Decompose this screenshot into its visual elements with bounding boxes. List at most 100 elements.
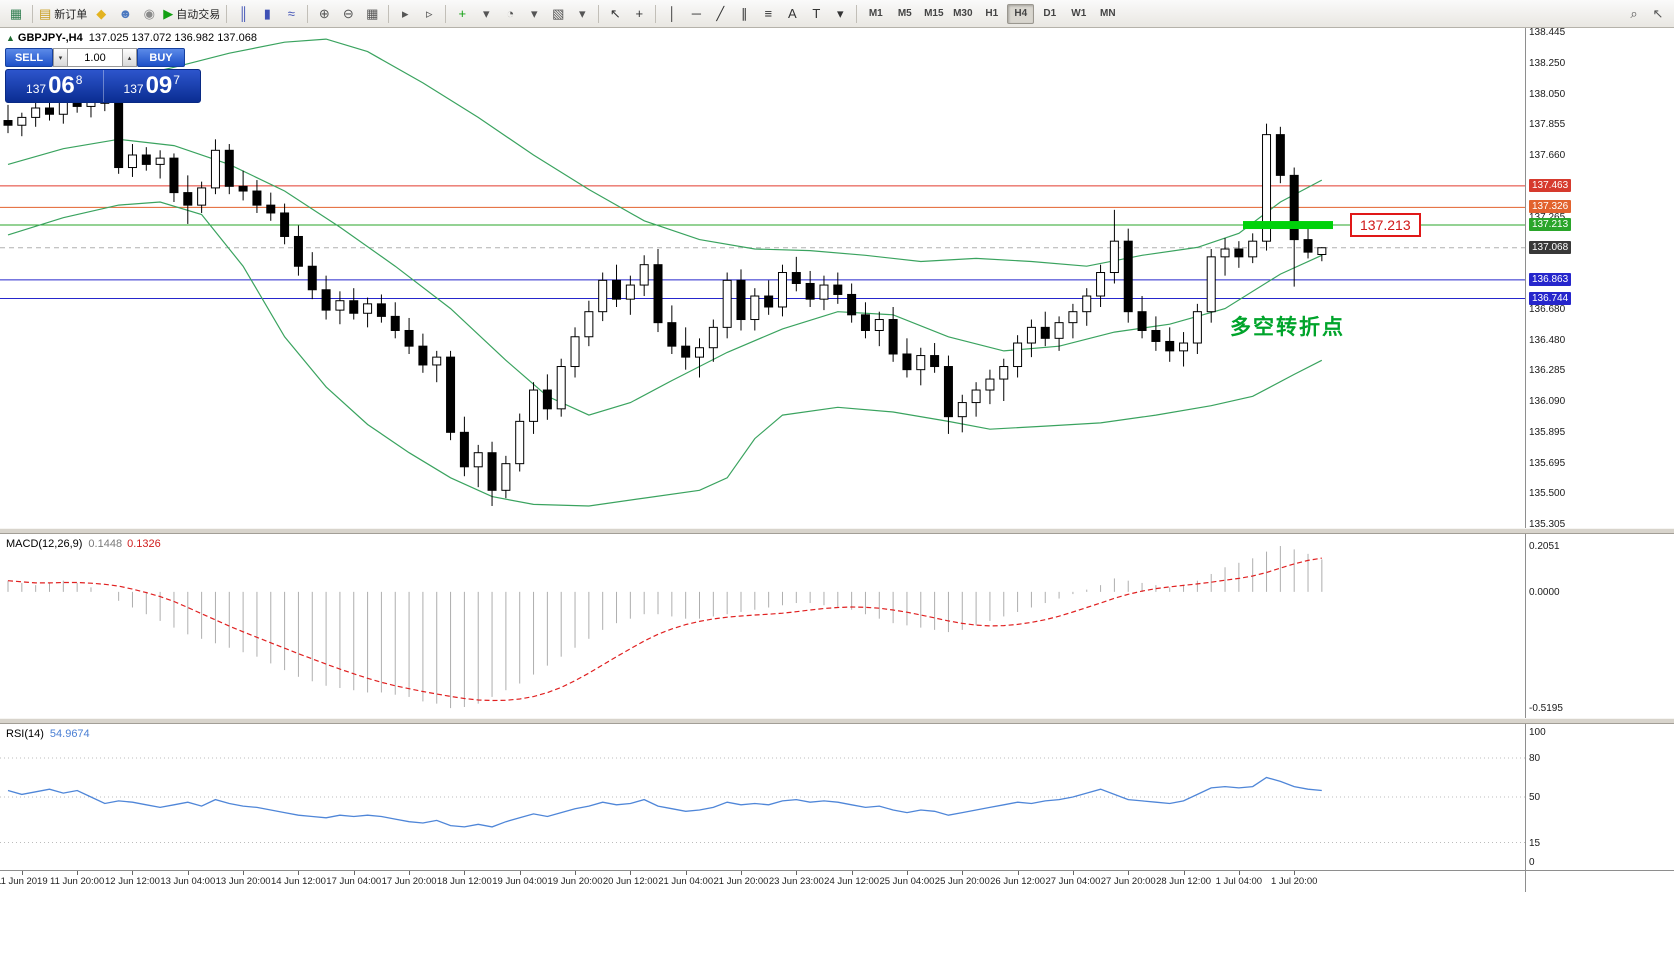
- time-tick: [1238, 871, 1240, 875]
- time-axis-label: 1 Jul 04:00: [1215, 876, 1263, 887]
- price-axis-label: 136.480: [1529, 334, 1566, 346]
- vertical-line-icon[interactable]: │: [661, 3, 683, 25]
- text-label-icon[interactable]: T: [805, 3, 827, 25]
- timeframe-h4[interactable]: H4: [1007, 3, 1035, 24]
- time-tick: [1294, 871, 1296, 875]
- time-tick: [243, 871, 245, 875]
- buy-button[interactable]: BUY: [137, 48, 185, 67]
- price-axis-label-137.463: 137.463: [1529, 178, 1572, 192]
- bar-chart-icon[interactable]: ║: [232, 3, 254, 25]
- templates-icon: ▧: [552, 5, 565, 21]
- price-axis-label: 138.250: [1529, 57, 1566, 69]
- bottom-space: [0, 892, 1674, 953]
- sell-price-button[interactable]: 137 06 8: [6, 70, 104, 102]
- panel-splitter[interactable]: [0, 718, 1674, 724]
- timeframe-mn[interactable]: MN: [1100, 8, 1116, 19]
- price-axis-label-137.068: 137.068: [1529, 240, 1572, 254]
- time-tick: [962, 871, 964, 875]
- auto-scroll-icon[interactable]: ▸: [394, 3, 416, 25]
- zoom-out-icon: ⊖: [342, 5, 354, 21]
- time-axis-label: 14 Jun 12:00: [270, 876, 326, 887]
- symbol-header: ▲ GBPJPY-,H4 137.025 137.072 136.982 137.0…: [6, 32, 257, 44]
- chart-shift-icon[interactable]: ▹: [418, 3, 440, 25]
- price-axis[interactable]: 138.445 138.250 138.050 137.855 137.660 137.2…: [1525, 28, 1674, 528]
- time-tick: [464, 871, 466, 875]
- timeframe-d1[interactable]: D1: [1043, 8, 1057, 19]
- indicators-dropdown-icon[interactable]: ▾: [475, 3, 497, 25]
- chart-window-icon[interactable]: ▦: [5, 3, 27, 25]
- autotrading-button[interactable]: ▶ 自动交易: [162, 3, 221, 25]
- search-icon[interactable]: ⌕: [1623, 3, 1645, 25]
- chart-workspace: ▲ GBPJPY-,H4 137.025 137.072 136.982 137.0…: [0, 28, 1674, 953]
- panel-splitter[interactable]: [0, 528, 1674, 534]
- cursor-icon[interactable]: ↖: [604, 3, 626, 25]
- trendline-icon[interactable]: ╱: [709, 3, 731, 25]
- indicators-icon[interactable]: +: [451, 3, 473, 25]
- periods-icon[interactable]: ◔: [499, 3, 521, 25]
- line-chart-icon[interactable]: ≈: [280, 3, 302, 25]
- sell-button[interactable]: SELL: [5, 48, 53, 67]
- rsi-panel[interactable]: RSI(14) 54.9674 100 80 50 15 0: [0, 724, 1674, 870]
- horizontal-line-icon: ─: [691, 6, 701, 21]
- time-tick: [796, 871, 798, 875]
- candlestick-chart-icon[interactable]: ▮: [256, 3, 278, 25]
- fibonacci-icon[interactable]: ≡: [757, 3, 779, 25]
- timeframe-m5[interactable]: M5: [897, 8, 912, 19]
- pointer-icon[interactable]: ↖: [1647, 3, 1669, 25]
- timeframe-m15[interactable]: M15: [924, 8, 944, 19]
- fibonacci-icon: ≡: [764, 6, 773, 21]
- time-axis[interactable]: 11 Jun 2019 11 Jun 20:00 12 Jun 12:00 13 Ju…: [0, 870, 1674, 892]
- text-icon: A: [787, 6, 797, 21]
- new-order-button[interactable]: ▤ 新订单: [38, 3, 88, 25]
- timeframe-m30[interactable]: M30: [953, 8, 973, 19]
- text-icon[interactable]: A: [781, 3, 803, 25]
- rsi-plot: [0, 757, 1525, 843]
- price-axis-label: 137.855: [1529, 119, 1566, 131]
- volume-decrease-button[interactable]: ▾: [53, 48, 68, 67]
- rsi-axis-label: 50: [1529, 792, 1541, 803]
- timeframe-m1[interactable]: M1: [868, 8, 883, 19]
- time-axis-label: 19 Jun 20:00: [547, 876, 603, 887]
- macd-signal-value: 0.1326: [127, 538, 161, 550]
- channel-icon[interactable]: ∥: [733, 3, 755, 25]
- horizontal-line-icon[interactable]: ─: [685, 3, 707, 25]
- zoom-out-icon[interactable]: ⊖: [337, 3, 359, 25]
- accounts-icon[interactable]: ☻: [114, 3, 136, 25]
- volume-increase-button[interactable]: ▴: [122, 48, 137, 67]
- vertical-line-icon: │: [668, 6, 677, 21]
- macd-axis-label: 0.0000: [1529, 586, 1560, 598]
- rsi-header: RSI(14) 54.9674: [6, 728, 90, 740]
- templates-dropdown-icon: ▾: [579, 5, 586, 21]
- price-callout-label[interactable]: 137.213: [1350, 213, 1421, 237]
- timeframe-w1[interactable]: W1: [1071, 8, 1087, 19]
- candlestick-chart[interactable]: [0, 28, 1525, 528]
- sound-icon[interactable]: ◉: [138, 3, 160, 25]
- main-chart-panel[interactable]: ▲ GBPJPY-,H4 137.025 137.072 136.982 137.0…: [0, 28, 1674, 528]
- zoom-in-icon[interactable]: ⊕: [313, 3, 335, 25]
- price-axis-label: 135.500: [1529, 488, 1566, 500]
- macd-axis-label: 0.2051: [1529, 541, 1560, 552]
- time-tick: [630, 871, 632, 875]
- time-tick: [132, 871, 134, 875]
- shapes-dropdown-icon[interactable]: ▾: [829, 3, 851, 25]
- templates-icon[interactable]: ▧: [547, 3, 569, 25]
- timeframe-h1[interactable]: H1: [985, 8, 999, 19]
- periods-dropdown-icon[interactable]: ▾: [523, 3, 545, 25]
- time-axis-label: 13 Jun 04:00: [160, 876, 216, 887]
- rsi-axis-label: 15: [1529, 837, 1541, 849]
- expert-icon[interactable]: ◆: [90, 3, 112, 25]
- candlestick-chart-icon: ▮: [263, 5, 271, 21]
- buy-price-pip: 7: [173, 73, 180, 87]
- crosshair-icon[interactable]: +: [628, 3, 650, 25]
- rsi-axis-label: 0: [1529, 857, 1535, 868]
- chart-window-icon: ▦: [9, 5, 23, 21]
- tile-windows-icon[interactable]: ▦: [361, 3, 383, 25]
- volume-input[interactable]: [68, 48, 122, 67]
- shapes-dropdown-icon: ▾: [837, 5, 844, 21]
- rsi-axis: 100 80 50 15 0: [1525, 724, 1674, 870]
- buy-price-button[interactable]: 137 09 7: [104, 70, 201, 102]
- macd-panel[interactable]: MACD(12,26,9) 0.1448 0.1326 0.2051 0.0000 -0…: [0, 534, 1674, 718]
- time-tick: [187, 871, 189, 875]
- templates-dropdown-icon[interactable]: ▾: [571, 3, 593, 25]
- time-axis-label: 13 Jun 20:00: [215, 876, 271, 887]
